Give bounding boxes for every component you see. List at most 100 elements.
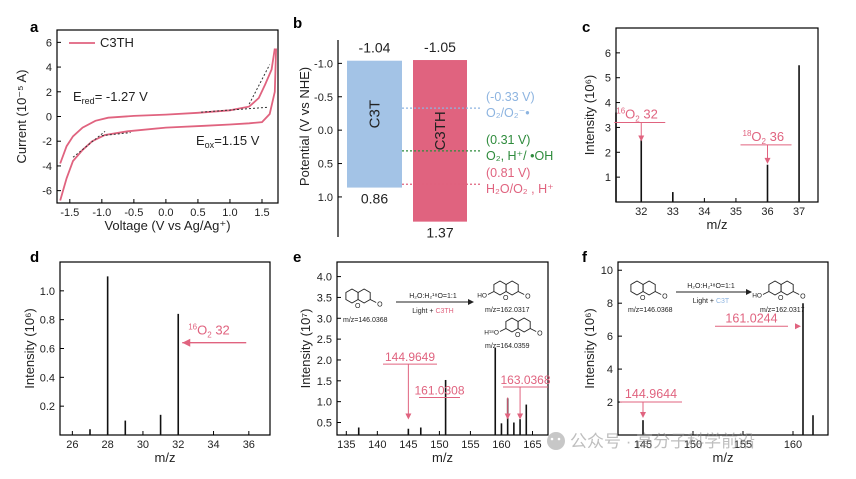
y-tick-label: 0.5: [318, 159, 333, 171]
x-axis-label: m/z: [713, 450, 734, 465]
x-tick-label: 1.0: [222, 207, 237, 219]
x-axis-label: Voltage (V vs Ag/Ag⁺): [104, 218, 230, 233]
y-tick-label: -2: [42, 136, 52, 148]
peak-mass-label: 144.9644: [625, 387, 677, 401]
benzene-ring: [768, 280, 782, 296]
cb-value-label: -1.05: [424, 39, 456, 55]
ring-oxygen: O: [640, 295, 646, 302]
x-tick-label: 145: [399, 439, 417, 451]
panel-label-c: c: [582, 19, 590, 36]
redox-couple-label: O₂/O₂⁻•: [486, 106, 530, 120]
hydroxyl-group: HO: [477, 293, 487, 300]
panel-d-mass-spectrum: 26 28 30 32 34 36 0.2 0.4 0.6 0.8 1.0 m/z Intensity …: [22, 261, 271, 465]
watermark-text: 公众号 · 高分子科学前沿: [570, 432, 755, 451]
x-tick-label: 165: [523, 439, 541, 451]
y-tick-label: 6: [607, 331, 613, 343]
x-axis-label: m/z: [707, 217, 728, 232]
benzene-ring: [505, 317, 519, 333]
label-arrow-head: [795, 323, 801, 330]
carbonyl-oxygen: O: [537, 331, 543, 338]
pyrone-ring: [517, 317, 531, 333]
y-axis-label: Potential (V vs NHE): [297, 67, 312, 186]
x-tick-label: 150: [430, 439, 448, 451]
reaction-arrow-head: [746, 289, 752, 295]
benzene-ring: [493, 280, 507, 296]
y-tick-label: -4: [42, 161, 52, 173]
cv-lower-branch: [59, 48, 277, 201]
plot-frame: [336, 261, 549, 436]
ring-oxygen: O: [503, 295, 509, 302]
y-tick-label: -1.0: [314, 58, 333, 70]
cb-value-label: -1.04: [359, 40, 391, 56]
x-tick-label: 32: [172, 439, 184, 451]
x-tick-label: 36: [243, 439, 255, 451]
y-tick-label: 0.5: [317, 417, 332, 429]
panel-a-cv-chart: -1.5 -1.0 -0.5 0.0 0.5 1.0 1.5 -6 -4 -2 0 2 4 6 Voltag…: [14, 29, 279, 233]
tangent-line-ox-2: [248, 64, 271, 105]
band-name-label: C3T: [367, 100, 384, 128]
product-mass-1: m/z=162.0317: [485, 307, 530, 314]
benzene-ring: [345, 288, 359, 304]
y-tick-label: 4: [605, 98, 611, 110]
y-tick-label: 1.5: [317, 376, 332, 388]
hydroxyl-group: H¹⁸O: [484, 330, 499, 337]
hydroxyl-group: HO: [752, 293, 762, 300]
y-tick-label: 0.0: [318, 125, 333, 137]
isotope-label: 16O2 32: [616, 106, 658, 123]
hydroxyl-bond: [762, 291, 770, 295]
redox-couple-label: H₂O/O₂ , H⁺: [486, 182, 554, 196]
reaction-condition: H₂O:H₂¹⁸O=1:1: [409, 293, 457, 300]
ring-oxygen: O: [515, 332, 521, 339]
y-axis-label: Current (10⁻⁵ A): [14, 70, 29, 164]
carbonyl-oxygen: O: [800, 294, 806, 301]
y-tick-label: 1.0: [318, 192, 333, 204]
x-tick-label: -1.5: [60, 207, 79, 219]
label-arrow-head: [764, 157, 771, 164]
y-tick-label: 2: [46, 87, 52, 99]
hydroxyl-bond: [487, 291, 495, 295]
ring-oxygen: O: [355, 303, 361, 310]
band-c3t: [347, 60, 402, 188]
x-tick-label: -0.5: [124, 207, 143, 219]
x-tick-label: 34: [207, 439, 219, 451]
x-tick-label: 135: [337, 439, 355, 451]
label-arrow-head: [405, 413, 412, 420]
plot-frame: [59, 261, 271, 436]
y-tick-label: 3.5: [317, 292, 332, 304]
peak-mass-label: 161.0308: [414, 383, 464, 397]
y-axis-label: Intensity (10⁶): [22, 308, 37, 389]
x-tick-label: 28: [102, 439, 114, 451]
vb-value-label: 1.37: [426, 225, 453, 241]
panel-label-e: e: [293, 249, 301, 266]
y-tick-label: 4: [46, 62, 52, 74]
x-tick-label: 34: [698, 206, 710, 218]
panel-f-mass-spectrum: 145 150 155 160 2 4 6 8 10 m/z Intensity (10⁶) 144.…: [582, 261, 829, 465]
hydroxyl-bond: [499, 328, 507, 332]
x-tick-label: 36: [761, 206, 773, 218]
x-tick-label: 35: [730, 206, 742, 218]
panel-e-mass-spectrum: 135 140 145 150 155 160 165 0.5 1.0 1.5 2.0 2.5 3.0 3…: [298, 261, 551, 465]
redox-level-value: (0.81 V): [486, 166, 530, 180]
tangent-line-red-2: [101, 132, 131, 137]
reaction-condition: H₂O:H₂¹⁸O=1:1: [687, 283, 735, 290]
legend-label: C3TH: [100, 35, 134, 50]
reactant-mass: m/z=146.0368: [343, 317, 388, 324]
y-tick-label: 1.0: [317, 397, 332, 409]
x-axis-label: m/z: [155, 450, 176, 465]
peak-mass-label: 161.0244: [725, 311, 777, 325]
y-tick-label: 1: [605, 172, 611, 184]
y-tick-label: 2.5: [317, 334, 332, 346]
benzene-ring: [630, 280, 644, 296]
pyrone-ring: [642, 280, 656, 296]
peak-mass-label: 163.0368: [500, 373, 550, 387]
y-tick-label: 0.6: [40, 344, 55, 356]
carbonyl-bond: [654, 291, 662, 295]
y-tick-label: 5: [605, 73, 611, 85]
carbonyl-oxygen: O: [662, 294, 668, 301]
annotation-e-ox: Eox=1.15 V: [196, 133, 260, 150]
watermark: 公众号 · 高分子科学前沿: [547, 432, 755, 451]
y-tick-label: 0.8: [40, 315, 55, 327]
y-tick-label: -6: [42, 186, 52, 198]
y-axis-label: Intensity (10⁷): [298, 309, 313, 389]
label-arrow-head: [640, 412, 646, 419]
